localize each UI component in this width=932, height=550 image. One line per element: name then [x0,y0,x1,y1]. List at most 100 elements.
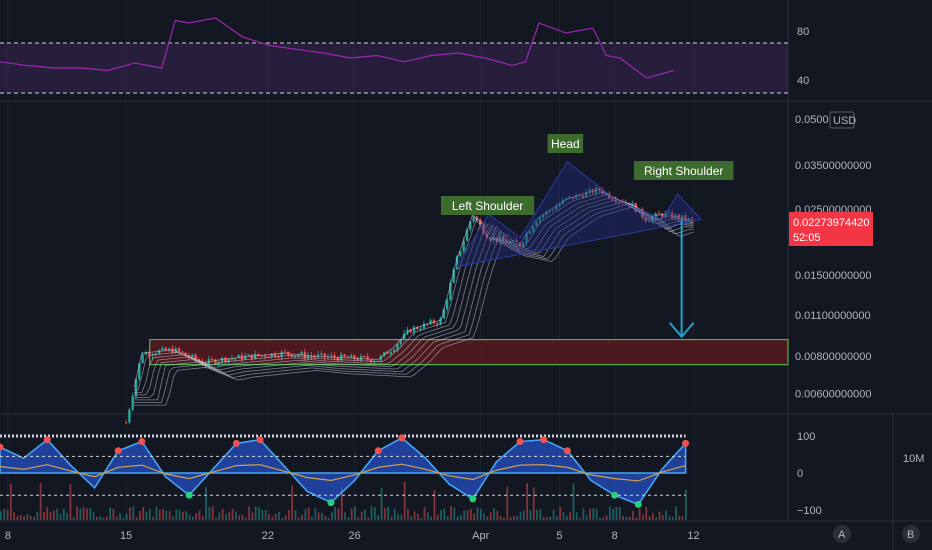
ema-line [134,199,694,398]
volume-bar [387,506,390,520]
candle-body [465,229,469,241]
candle-body [230,358,234,360]
volume-bar [592,508,595,520]
candle-body [531,226,535,232]
volume-bar [86,508,88,520]
volume-bar [516,515,519,520]
volume-bar [278,511,280,520]
volume-bar [605,515,608,520]
volume-bar [383,507,386,520]
signal-dot [516,438,524,446]
volume-bar [499,515,502,520]
candle-body [386,352,389,354]
candle-body [234,358,237,360]
annotation-head: Head [547,134,584,153]
candle-body [574,194,578,199]
annotation-box [547,134,584,153]
volume-bar [142,506,145,520]
candle-body [555,206,558,210]
candle-body [343,354,346,357]
support-zone[interactable] [149,338,789,366]
volume-bar [350,508,353,520]
volume-bar [175,509,178,520]
volume-bar [665,510,668,520]
volume-bar [612,509,615,520]
signal-dot [185,491,193,499]
volume-bar [215,517,217,520]
oscillator-tick: 100 [797,431,815,443]
volume-bar [496,510,499,520]
volume-bar [599,517,601,520]
candle-body [614,200,618,203]
candle-body [442,309,446,319]
volume-bar [622,515,625,520]
volume-bar [238,515,241,520]
volume-bar [526,483,529,520]
price-tick: 0.03500000000 [795,160,871,172]
volume-bar [655,517,658,520]
annotation-label: Right Shoulder [644,164,723,178]
volume-bar [347,517,350,520]
candle-body [459,250,462,257]
volume-bar [19,515,22,520]
volume-bar [178,509,181,520]
ema-ribbon [133,189,694,406]
candle-body [237,355,240,359]
candle-body [316,354,320,357]
candle-body [538,217,541,222]
volume-bar [549,516,552,520]
volume-bar [307,507,310,520]
target-arrow[interactable] [668,219,695,339]
price-panel[interactable]: Left Shoulder Head Right Shoulder 0.006000… [124,111,873,425]
volume-bar [248,506,251,520]
ema-line [134,204,694,403]
volume-bar [453,507,456,520]
head-and-shoulders-pattern[interactable] [455,160,703,268]
rsi-panel[interactable]: 80 40 [0,17,809,94]
currency-badge[interactable]: USD [829,111,856,129]
volume-bar [115,516,118,520]
volume-bar [642,514,644,520]
candle-body [131,396,134,410]
volume-bar [135,517,138,520]
volume-bar [254,506,257,520]
volume-bar [304,509,307,520]
candle-body [661,214,664,217]
candle-body [647,221,651,223]
signal-dot [634,500,642,508]
candle-body [177,348,181,352]
volume-bar [595,509,598,520]
volume-bar [244,517,247,520]
candle-body [488,238,492,241]
pattern-annotations[interactable]: Left Shoulder Head Right Shoulder [440,134,734,215]
volume-bar [162,508,164,520]
scale-button-b[interactable]: B [902,525,920,543]
volume-bar [208,506,211,520]
candle-body [220,357,224,362]
signal-dot [232,439,240,447]
volume-bar [556,516,558,520]
volume-bar [509,516,512,520]
volume-bar [423,507,426,520]
candle-body [250,354,254,360]
time-axis[interactable]: 8 15 22 26 Apr 5 8 12 [5,530,700,542]
candle-body [565,198,568,200]
volume-bar [33,516,35,520]
volume-bar [201,515,204,520]
volume-bar [234,511,237,520]
scale-button-a[interactable]: A [833,525,851,543]
candle-body [144,352,148,355]
volume-bar [565,515,568,520]
volume-bar [493,508,495,520]
volume-bar [69,484,72,520]
candle-body [541,215,545,218]
volume-bar [668,516,671,520]
time-tick: 5 [556,530,562,542]
volume-bar [681,516,684,520]
candle-body [181,351,184,353]
volume-bar [608,506,611,520]
oscillator-panel[interactable]: −100 0 100 10M [0,431,924,520]
annotation-box [440,196,535,215]
candle-body [452,269,455,283]
